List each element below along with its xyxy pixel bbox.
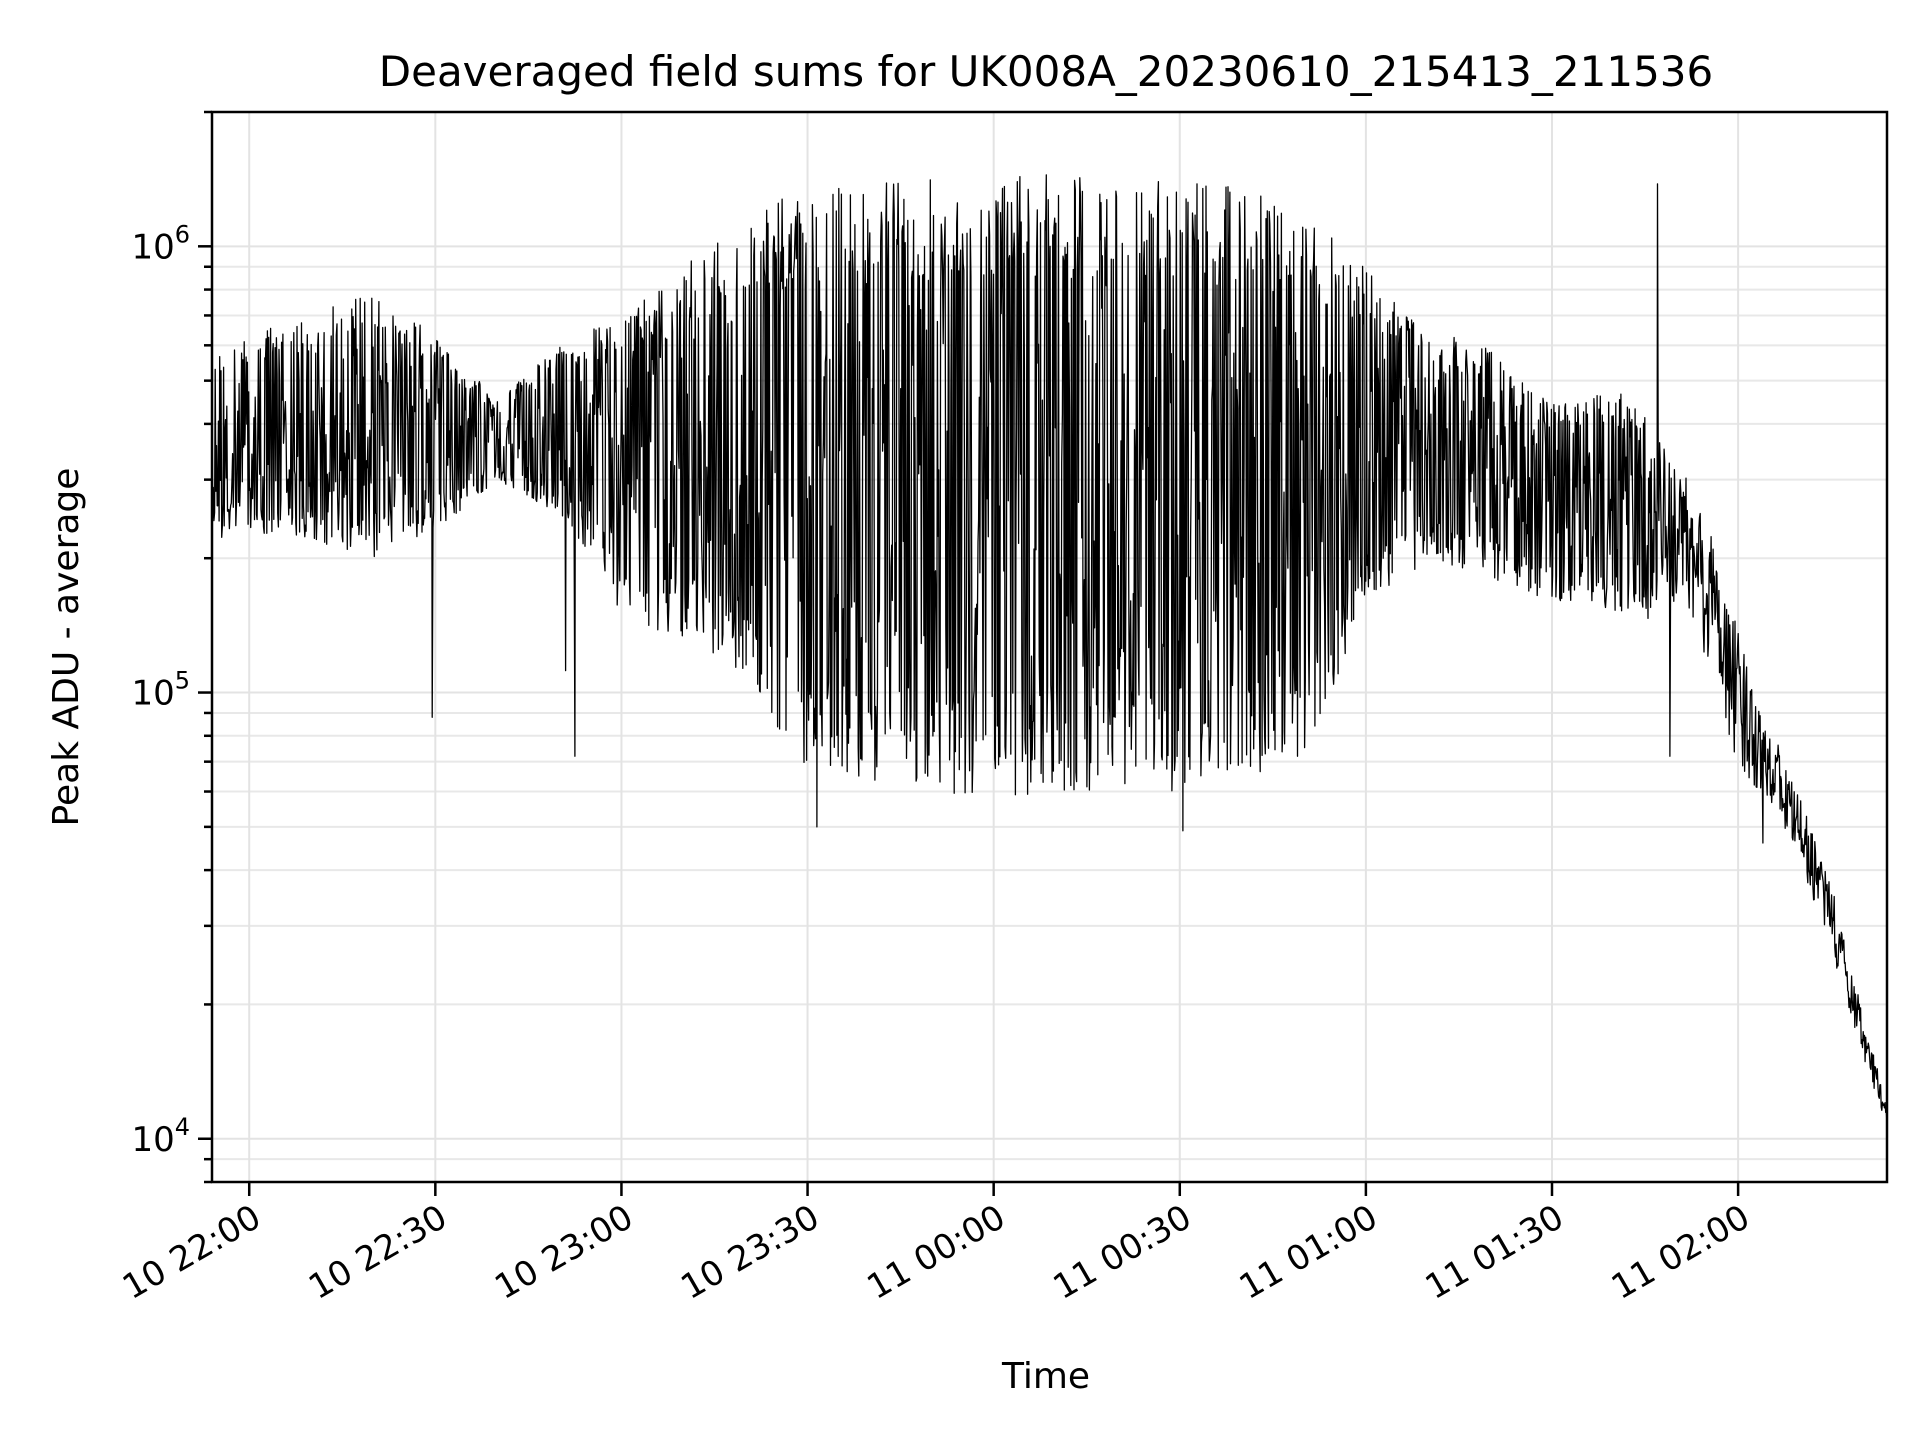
x-tick-label: 10 22:00 [116, 1197, 268, 1308]
y-tick-label: 105 [131, 667, 190, 714]
x-axis-label: Time [1001, 1356, 1090, 1397]
series-line [211, 174, 1888, 1125]
y-tick-label: 104 [131, 1113, 190, 1160]
x-tick-label: 10 23:00 [488, 1197, 640, 1308]
plot-frame [210, 110, 1889, 1184]
y-axis-label: Peak ADU - average [46, 468, 87, 827]
y-tick-label: 106 [131, 220, 190, 267]
ticks: 104 105 106 10 22:00 10 22:30 10 23:00 10 23:3… [116, 110, 1757, 1308]
x-tick-label: 11 01:00 [1233, 1197, 1385, 1308]
x-tick-label: 11 01:30 [1419, 1197, 1571, 1308]
series-layer [211, 174, 1888, 1125]
x-tick-label: 10 23:30 [674, 1197, 826, 1308]
chart-title: Deaveraged field sums for UK008A_2023061… [379, 47, 1713, 96]
x-tick-label: 11 02:00 [1605, 1197, 1757, 1308]
x-tick-label: 11 00:30 [1047, 1197, 1199, 1308]
x-tick-label: 11 00:00 [860, 1197, 1012, 1308]
x-tick-label: 10 22:30 [302, 1197, 454, 1308]
